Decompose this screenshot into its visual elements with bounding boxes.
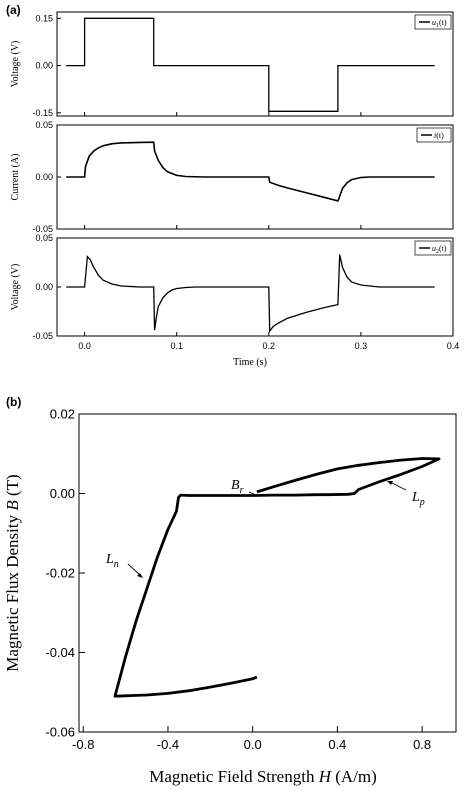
- y-axis-label: Magnetic Flux Density B (T): [3, 474, 22, 671]
- annotation-lp-base: L: [411, 490, 420, 505]
- series-line: [66, 254, 435, 333]
- y-tick-label: 0.00: [35, 61, 53, 71]
- legend-box: [414, 240, 452, 256]
- legend-label: i(t): [434, 131, 444, 140]
- y-tick-label: -0.02: [45, 566, 75, 581]
- y-tick-label: 0.15: [35, 13, 53, 23]
- legend-sub: 2: [436, 249, 439, 255]
- y-axis-label: Voltage (V): [10, 41, 21, 88]
- annotation-ln: Ln: [105, 552, 143, 578]
- x-ticks: 0.0 0.1 0.2 0.3 0.4: [78, 332, 459, 351]
- legend: u1(t): [414, 14, 452, 30]
- legend-box: [416, 127, 452, 143]
- x-tick-label: 0.2: [263, 341, 276, 351]
- y-tick-label: 0.00: [35, 172, 53, 182]
- x-tick-label: 0.4: [447, 341, 460, 351]
- x-tick-label: 0.0: [78, 341, 91, 351]
- legend-base: i: [434, 131, 436, 140]
- annotation-br: Br: [231, 478, 255, 496]
- x-axis-label: Time (s): [233, 357, 267, 368]
- legend-base: u: [432, 244, 436, 253]
- axes-frame: [78, 413, 457, 733]
- x-axis-label: Magnetic Field Strength H (A/m): [149, 767, 377, 786]
- hysteresis-loop: [113, 457, 441, 698]
- panel-label-a: (a): [6, 3, 21, 17]
- y-tick-label: 0.00: [50, 486, 75, 501]
- y-ticks: 0.15 0.00 -0.15: [32, 13, 61, 118]
- y-tick-label: -0.05: [32, 224, 53, 234]
- legend-arg: (t): [439, 18, 447, 27]
- legend-arg: (t): [436, 131, 444, 140]
- legend: u2(t): [414, 240, 452, 256]
- annotation-br-arrow: [248, 491, 255, 495]
- y-ticks: 0.02 0.00 -0.02 -0.04 -0.06: [45, 407, 85, 740]
- annotation-br-label: Br: [231, 478, 244, 496]
- annotation-lp-arrowhead: [387, 481, 393, 485]
- annotation-ln-arrowhead: [137, 573, 143, 578]
- x-tick-label: 0.0: [244, 737, 262, 752]
- x-tick-label: -0.8: [72, 737, 94, 752]
- y-tick-label: -0.05: [32, 331, 53, 341]
- chart-a-middle: Current (A) 0.05 0.00 -0.05 i(t): [10, 120, 454, 234]
- x-axis-label-text: Magnetic Field Strength: [149, 767, 319, 786]
- chart-b: 0.02 0.00 -0.02 -0.04 -0.06 -0.8 -0.4 0.0 0.4 0.…: [3, 407, 457, 786]
- annotation-lp-sub: p: [419, 497, 425, 508]
- annotation-ln-base: L: [105, 552, 114, 567]
- x-tick-label: 0.4: [328, 737, 346, 752]
- y-tick-label: -0.04: [45, 645, 75, 660]
- x-tick-label: 0.3: [355, 341, 368, 351]
- legend: i(t): [416, 127, 452, 143]
- x-axis-label-var: H: [318, 767, 333, 786]
- x-ticks: -0.8 -0.4 0.0 0.4 0.8: [72, 726, 431, 752]
- axes-frame: [56, 11, 454, 117]
- legend-sub: 1: [436, 23, 439, 29]
- x-tick-label: 0.1: [170, 341, 183, 351]
- x-ticks: [84, 225, 454, 229]
- y-axis-label: Voltage (V): [10, 264, 21, 311]
- x-ticks: [84, 112, 454, 116]
- legend-label: u2(t): [432, 244, 447, 255]
- y-ticks: 0.05 0.00 -0.05: [32, 233, 61, 341]
- x-tick-label: -0.4: [157, 737, 179, 752]
- series-line: [66, 17, 435, 112]
- legend-label: u1(t): [432, 18, 447, 29]
- y-axis-label: Current (A): [10, 154, 21, 201]
- annotation-lp-label: Lp: [411, 490, 425, 508]
- panel-label-b: (b): [6, 395, 21, 409]
- y-axis-label-var: B: [3, 500, 22, 511]
- annotation-br-sub: r: [240, 485, 244, 496]
- series-line: [66, 141, 435, 202]
- annotation-ln-arrow: [127, 563, 142, 577]
- y-axis-label-text: Magnetic Flux Density: [3, 511, 22, 672]
- y-tick-label: -0.15: [32, 108, 53, 118]
- y-axis-label-unit: (T): [3, 474, 22, 500]
- annotation-lp-arrow: [389, 481, 407, 491]
- legend-base: u: [432, 18, 436, 27]
- annotation-br-base: B: [231, 478, 240, 493]
- annotation-ln-sub: n: [114, 559, 119, 570]
- y-ticks: 0.05 0.00 -0.05: [32, 120, 61, 234]
- annotation-lp: Lp: [387, 481, 425, 508]
- y-tick-label: 0.02: [50, 407, 75, 422]
- x-axis-label-unit: (A/m): [331, 767, 377, 786]
- y-tick-label: -0.06: [45, 725, 75, 740]
- y-tick-label: 0.05: [35, 120, 53, 130]
- chart-a-top: Voltage (V) 0.15 0.00 -0.15 u1(t): [10, 11, 454, 118]
- y-tick-label: 0.05: [35, 233, 53, 243]
- chart-a-bottom: Voltage (V) Time (s) 0.050.00-0.05 0.0 0.…: [10, 233, 459, 368]
- y-tick-label: 0.00: [35, 282, 53, 292]
- legend-box: [414, 14, 452, 30]
- annotation-ln-label: Ln: [105, 552, 119, 570]
- legend-arg: (t): [439, 244, 447, 253]
- x-tick-label: 0.8: [413, 737, 431, 752]
